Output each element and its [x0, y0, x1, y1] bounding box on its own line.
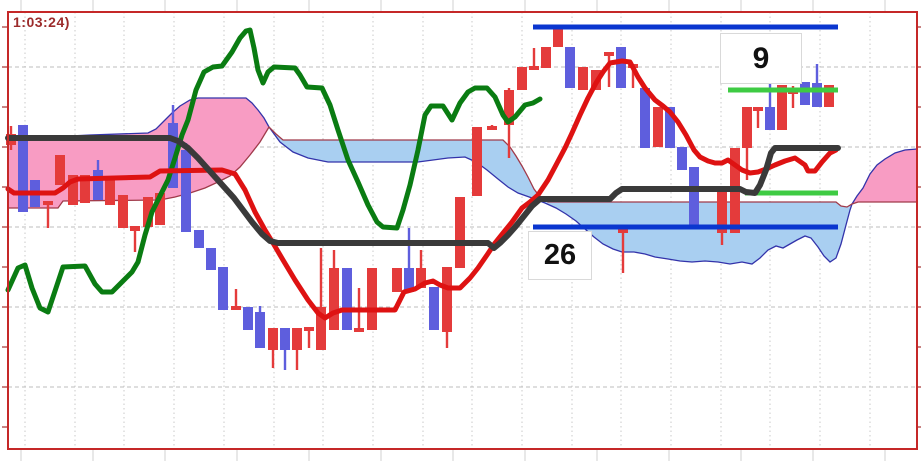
candle-body-down [168, 123, 178, 188]
candle-body-up [777, 85, 787, 130]
candle-body-up [43, 201, 53, 205]
candle-body-up [155, 193, 165, 225]
candle-body-up [367, 268, 377, 330]
candle-body-down [93, 170, 103, 200]
candle-body-up [553, 29, 563, 47]
candle-body-down [181, 150, 191, 232]
candle-body-down [404, 268, 414, 292]
candle-body-down [640, 88, 650, 148]
candle-body-up [717, 190, 727, 233]
candle-body-down [616, 47, 626, 88]
senkou-a-edge [7, 97, 918, 265]
candle-body-down [280, 328, 290, 350]
tenkan-period-value: 9 [752, 41, 770, 75]
candle-body-down [812, 83, 822, 107]
candle-body-up [618, 228, 628, 233]
candle-body-up [292, 328, 302, 350]
candle-body-up [541, 47, 551, 68]
candle-body-up [742, 107, 752, 148]
candle-body-up [118, 195, 128, 228]
candle-body-up [268, 328, 278, 350]
candle-body-up [329, 268, 339, 330]
candle-body-up [416, 268, 426, 288]
candle-body-up [55, 155, 65, 185]
chart-frame [7, 11, 918, 450]
candle-body-up [455, 197, 465, 268]
candle-body-up [80, 175, 90, 203]
candle-body-up [529, 66, 539, 70]
candle-body-down [18, 125, 28, 212]
candle-body-up [604, 52, 614, 56]
kijun-period-label-box: 26 [528, 231, 592, 280]
candle-body-up [105, 178, 115, 205]
kijun-period-value: 26 [543, 239, 577, 271]
candle-body-down [255, 312, 265, 348]
candle-body-down [765, 107, 775, 130]
kijun-line [5, 135, 841, 251]
pink-cloud-right [852, 149, 917, 204]
candle-body-up [143, 197, 153, 227]
candle-body-down [194, 230, 204, 248]
timestamp-label: 1:03:24) [13, 14, 70, 30]
candle-body-down [665, 107, 675, 148]
candle-body-down [429, 287, 439, 330]
candle-body-up [316, 307, 326, 350]
candle-body-down [677, 147, 687, 170]
candle-body-up [653, 107, 663, 147]
candle-body-up [472, 127, 482, 196]
candle-body-up [517, 67, 527, 90]
candle-body-down [689, 167, 699, 227]
candle-body-up [753, 107, 763, 111]
candle-body-up [231, 306, 241, 310]
candle-body-up [578, 67, 588, 90]
candle-body-up [304, 327, 314, 331]
candle-body-down [565, 47, 575, 88]
candle-body-up [504, 90, 514, 125]
candle-body-down [206, 248, 216, 270]
candle-body-up [354, 328, 364, 332]
candle-body-up [442, 267, 452, 332]
candle-body-down [800, 82, 810, 105]
candle-body-up [392, 268, 402, 292]
candle-body-up [824, 85, 834, 107]
tenkan-period-label-box: 9 [720, 33, 802, 84]
candle-body-down [218, 267, 228, 310]
candle-body-down [243, 307, 253, 330]
chikou-line [5, 27, 543, 315]
candle-body-up [487, 126, 497, 130]
candle-body-up [130, 226, 140, 231]
candle-body-down [342, 268, 352, 330]
candle-body-up [68, 175, 78, 205]
